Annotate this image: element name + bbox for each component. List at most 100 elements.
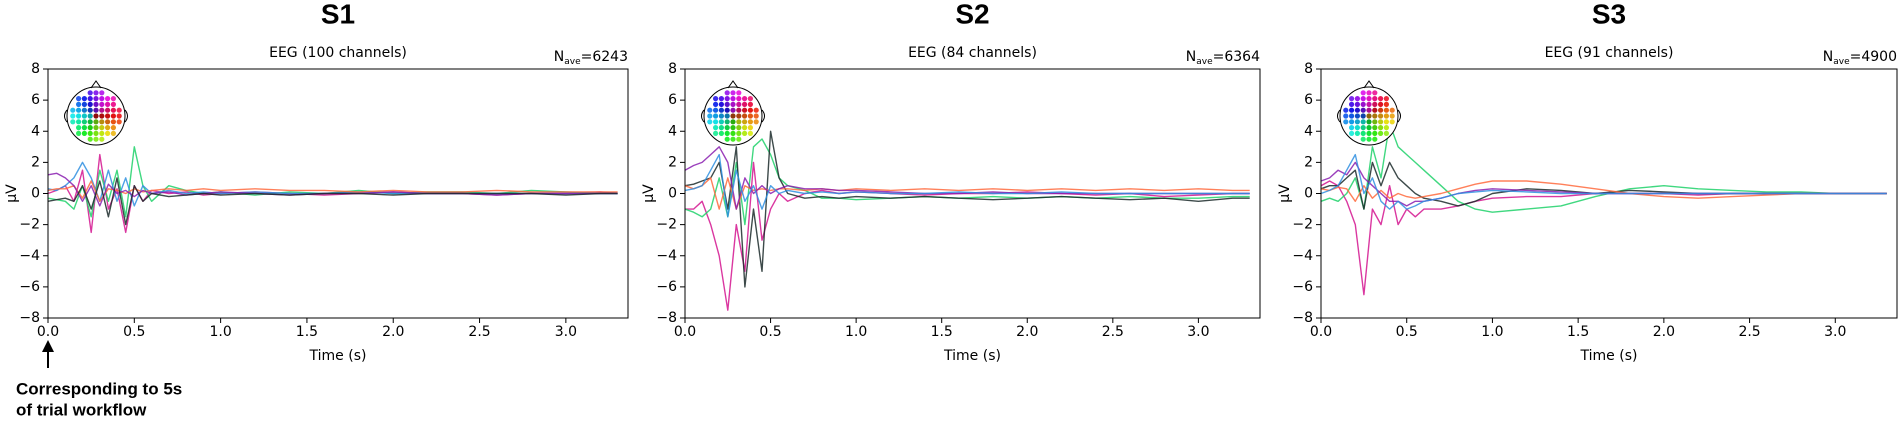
sensor-dot (93, 136, 99, 142)
sensor-dot (110, 113, 116, 119)
y-tick-label: 6 (31, 92, 40, 108)
x-tick-label: 1.0 (209, 324, 231, 340)
sensor-dot (87, 101, 93, 107)
panel-heading: S2 (955, 0, 989, 29)
x-tick-label: 0.5 (123, 324, 145, 340)
sensor-dot (1389, 113, 1395, 119)
sensor-dot (1349, 96, 1355, 102)
sensor-dot (1378, 125, 1384, 131)
sensor-dot (76, 119, 82, 125)
sensor-dot (724, 130, 730, 136)
sensor-dot (1378, 119, 1384, 125)
sensor-dot (87, 136, 93, 142)
sensor-dot (1378, 101, 1384, 107)
sensor-dot (81, 130, 87, 136)
sensor-dot (99, 136, 105, 142)
sensor-dot (99, 130, 105, 136)
x-tick-label: 0.0 (37, 324, 59, 340)
sensor-dot (713, 107, 719, 113)
y-tick-label: −4 (656, 248, 677, 264)
sensor-dot (747, 113, 754, 119)
sensor-dot (747, 125, 754, 131)
x-tick-label: 2.5 (1102, 324, 1124, 340)
sensor-dot (93, 101, 99, 107)
sensor-dot (105, 119, 111, 125)
sensor-dot (99, 96, 105, 102)
y-tick-label: 2 (668, 154, 677, 170)
sensor-dot (93, 113, 99, 119)
y-tick-label: −6 (19, 279, 40, 295)
y-tick-label: 4 (668, 123, 677, 139)
head-nose (727, 80, 739, 89)
sensor-dot (730, 125, 736, 131)
y-tick-label: −2 (656, 217, 677, 233)
sensor-dot (76, 96, 82, 102)
nave-label: Nave=4900 (1823, 49, 1897, 67)
nave-symbol: N (1186, 49, 1196, 65)
sensor-dot (713, 101, 719, 107)
sensor-dot (1389, 107, 1395, 113)
head-ear (124, 109, 128, 123)
sensor-dot (1354, 130, 1360, 136)
x-axis-label: Time (s) (309, 348, 367, 364)
y-tick-label: −4 (1292, 248, 1313, 264)
sensor-dot (1354, 125, 1360, 131)
head-ear (1397, 109, 1401, 123)
sensor-dot (1360, 136, 1366, 142)
sensor-dot (1360, 96, 1366, 102)
sensor-dot (730, 119, 736, 125)
sensor-dot (742, 107, 748, 113)
sensor-dot (724, 107, 730, 113)
sensor-dot (742, 125, 748, 131)
nave-text: =6243 (581, 49, 628, 65)
sensor-dot (87, 96, 93, 102)
sensor-dot (753, 113, 759, 119)
head-ear (701, 109, 705, 123)
y-tick-label: 0 (31, 186, 40, 202)
arrow-head (42, 340, 54, 352)
axes-frame (684, 68, 1261, 319)
sensor-dot (1383, 125, 1389, 131)
sensor-dot (93, 130, 99, 136)
panel-heading: S3 (1592, 0, 1626, 29)
sensor-dot (81, 125, 87, 131)
x-tick-label: 0.0 (674, 324, 696, 340)
eeg-trace (47, 180, 618, 202)
sensor-dot (747, 119, 754, 125)
sensor-dot (718, 119, 725, 125)
sensor-dot (736, 119, 742, 125)
sensor-dot (1372, 107, 1378, 113)
sensor-dot (1360, 113, 1366, 119)
y-tick-label: 8 (1304, 61, 1313, 77)
x-tick-label: 2.5 (468, 324, 490, 340)
nave-text: =4900 (1850, 49, 1897, 65)
sensor-dot (1378, 113, 1384, 119)
sensor-dot (1372, 130, 1378, 136)
sensor-dot (1366, 125, 1372, 131)
sensor-dot (81, 113, 87, 119)
y-tick-label: 4 (31, 123, 40, 139)
sensor-dot (116, 119, 122, 125)
y-tick-label: −6 (656, 279, 677, 295)
nave-subscript: ave (1196, 57, 1213, 67)
nave-subscript: ave (564, 57, 581, 67)
sensor-dot (753, 119, 759, 125)
nave-text: =6364 (1213, 49, 1260, 65)
eeg-trace (1320, 153, 1887, 210)
sensor-dot (718, 130, 725, 136)
eeg-trace (685, 161, 1250, 311)
y-axis-label: µV (1277, 184, 1293, 203)
sensor-dot (1389, 119, 1395, 125)
sensor-dot (70, 113, 76, 119)
y-tick-label: −2 (19, 217, 40, 233)
eeg-trace (47, 146, 618, 218)
annotation-line: Corresponding to 5s (16, 379, 182, 398)
sensor-dot (76, 101, 82, 107)
sensor-dot (87, 90, 93, 96)
sensor-dot (76, 130, 82, 136)
sensor-dot (1360, 130, 1366, 136)
sensor-dot (1378, 96, 1384, 102)
sensor-dot (736, 101, 742, 107)
sensor-dot (110, 125, 116, 131)
x-tick-label: 0.5 (1396, 324, 1418, 340)
